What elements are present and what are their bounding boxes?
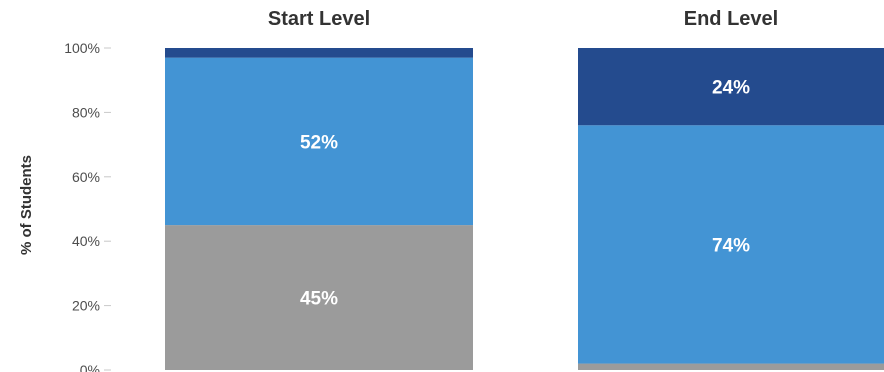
- data-label: 52%: [300, 132, 338, 153]
- bar-segment: [165, 48, 473, 58]
- y-tick-label: 0%: [80, 362, 100, 372]
- bar-segment: [165, 57, 473, 226]
- panel-title: Start Level: [268, 8, 370, 30]
- chart-panels: Start Level 45% 52% End Level 74% 24%: [165, 8, 884, 370]
- y-tick-label: 80%: [72, 104, 100, 120]
- panel-start-level: Start Level 45% 52%: [165, 8, 473, 370]
- panel-end-level: End Level 74% 24%: [578, 8, 884, 370]
- y-tick-label: 100%: [64, 40, 100, 56]
- bar-segment: [578, 363, 884, 370]
- bar-segment: [165, 225, 473, 370]
- bar-segment: [578, 48, 884, 126]
- data-label: 74%: [712, 235, 750, 256]
- y-axis-label: % of Students: [18, 155, 35, 255]
- y-tick-label: 20%: [72, 298, 100, 314]
- panel-title: End Level: [684, 8, 778, 30]
- y-tick-label: 40%: [72, 233, 100, 249]
- data-label: 24%: [712, 78, 750, 99]
- bar-segment: [578, 125, 884, 364]
- data-label: 45%: [300, 289, 338, 310]
- y-axis: 0% 20% 40% 60% 80% 100%: [64, 40, 111, 372]
- y-tick-label: 60%: [72, 169, 100, 185]
